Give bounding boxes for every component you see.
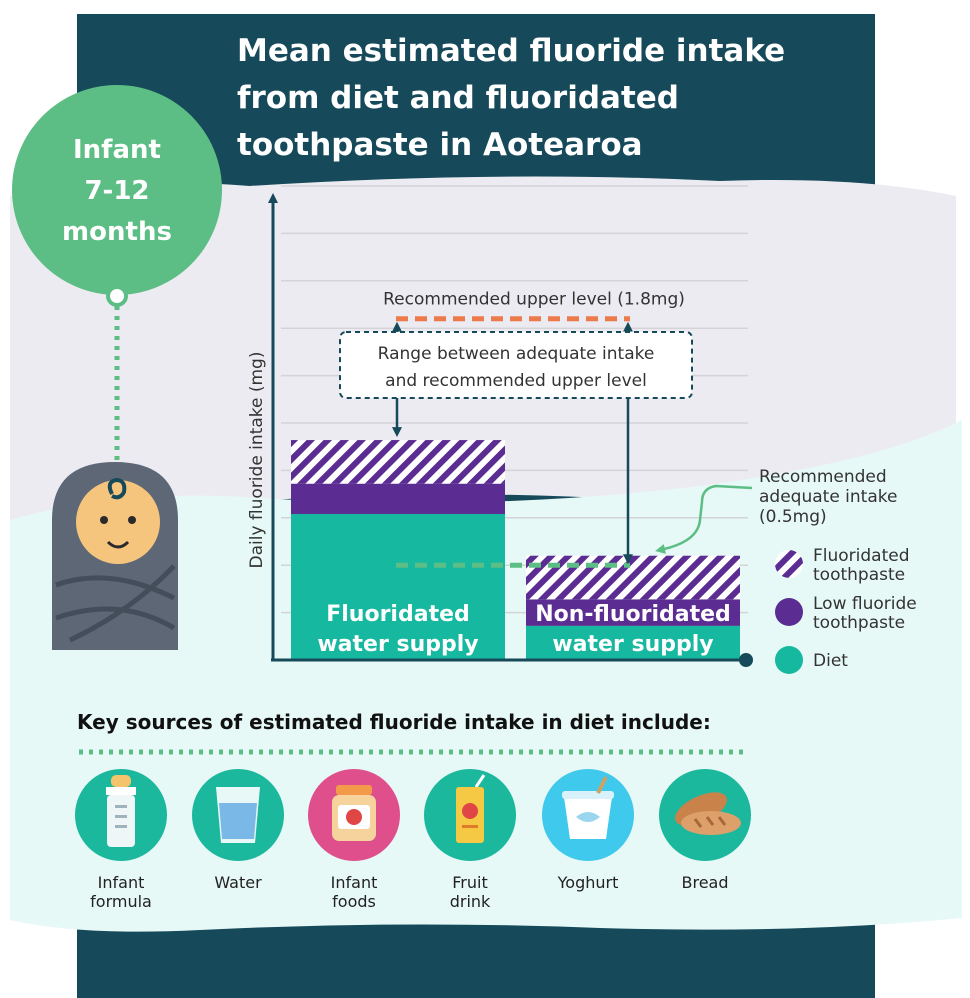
bar-segment [291,483,505,515]
adequate-intake-label: Recommended [759,467,887,487]
legend-swatch [775,550,803,578]
badge-knob [106,285,128,307]
source-label: Infant [98,873,145,892]
axes [268,193,753,667]
title-line: Mean estimated fluoride intake [237,33,785,69]
yoghurt-icon [542,769,634,861]
source-label: Fruit [452,873,487,892]
badge-line: Infant [73,135,161,165]
baby-eye [100,516,108,524]
legend-swatch [775,598,803,626]
legend-label: Low fluoride [813,594,917,614]
bar-chart: Fluoridated water supply Non-fluoridated wa… [247,185,917,674]
bar-labels: Fluoridated water supply Non-fluoridated wa… [317,602,730,657]
legend-label: toothpaste [813,613,905,633]
bread-icon [659,769,751,861]
badge-line: 7-12 [84,176,149,206]
source-label: drink [450,892,491,911]
annotations: Recommended upper level (1.8mg) Range bet… [339,290,897,565]
adequate-pointer [655,484,753,554]
source-label: Yoghurt [557,873,619,892]
title-line: from diet and fluoridated [237,80,679,116]
range-label: and recommended upper level [385,371,647,391]
category-label: water supply [552,632,713,657]
source-item: Water [192,769,284,892]
water-glass-icon [192,769,284,861]
title-line: toothpaste in Aotearoa [237,127,643,163]
range-box [339,331,693,399]
category-label: water supply [317,632,478,657]
source-label: foods [332,892,376,911]
source-label: formula [90,892,152,911]
bar-segment [526,625,740,660]
swaddle-wrap-line [55,564,176,643]
jar-icon [308,769,400,861]
adequate-intake-label: (0.5mg) [759,507,827,527]
legend-swatch [775,646,803,674]
juice-box-icon [424,769,516,861]
bar-segment [526,599,740,626]
range-label: Range between adequate intake [378,344,655,364]
source-item: Bread [659,769,751,892]
chart-title: Mean estimated fluoride intake from diet… [237,33,785,163]
baby-face [76,480,160,564]
adequate-intake-label: adequate intake [759,487,897,507]
legend-label: Fluoridated [813,546,910,566]
baby-smile [106,540,130,549]
category-label: Non-fluoridated [535,602,731,627]
baby-bottle-icon [75,769,167,861]
source-label: Infant [331,873,378,892]
x-axis-end-dot [739,653,753,667]
bars [291,440,740,660]
y-axis-label: Daily fluoride intake (mg) [247,352,267,569]
category-label: Fluoridated [326,602,470,627]
age-badge: Infant 7-12 months [12,85,222,470]
badge-line: months [62,217,172,247]
badge-circle [12,85,222,295]
bar-segment [291,440,505,484]
infant-illustration [52,462,178,650]
legend-label: Diet [813,651,848,671]
bar-segment [526,555,740,600]
baby-curl [107,477,127,500]
upper-level-label: Recommended upper level (1.8mg) [383,290,685,310]
source-item: Yoghurt [542,769,634,892]
bar-segment [291,514,505,660]
baby-eye [128,516,136,524]
reference-lines [396,316,630,568]
legend-label: toothpaste [813,565,905,585]
source-label: Bread [681,873,728,892]
diet-sources: Key sources of estimated fluoride intake… [75,710,751,911]
sources-heading: Key sources of estimated fluoride intake… [77,710,711,734]
source-label: Water [214,873,262,892]
